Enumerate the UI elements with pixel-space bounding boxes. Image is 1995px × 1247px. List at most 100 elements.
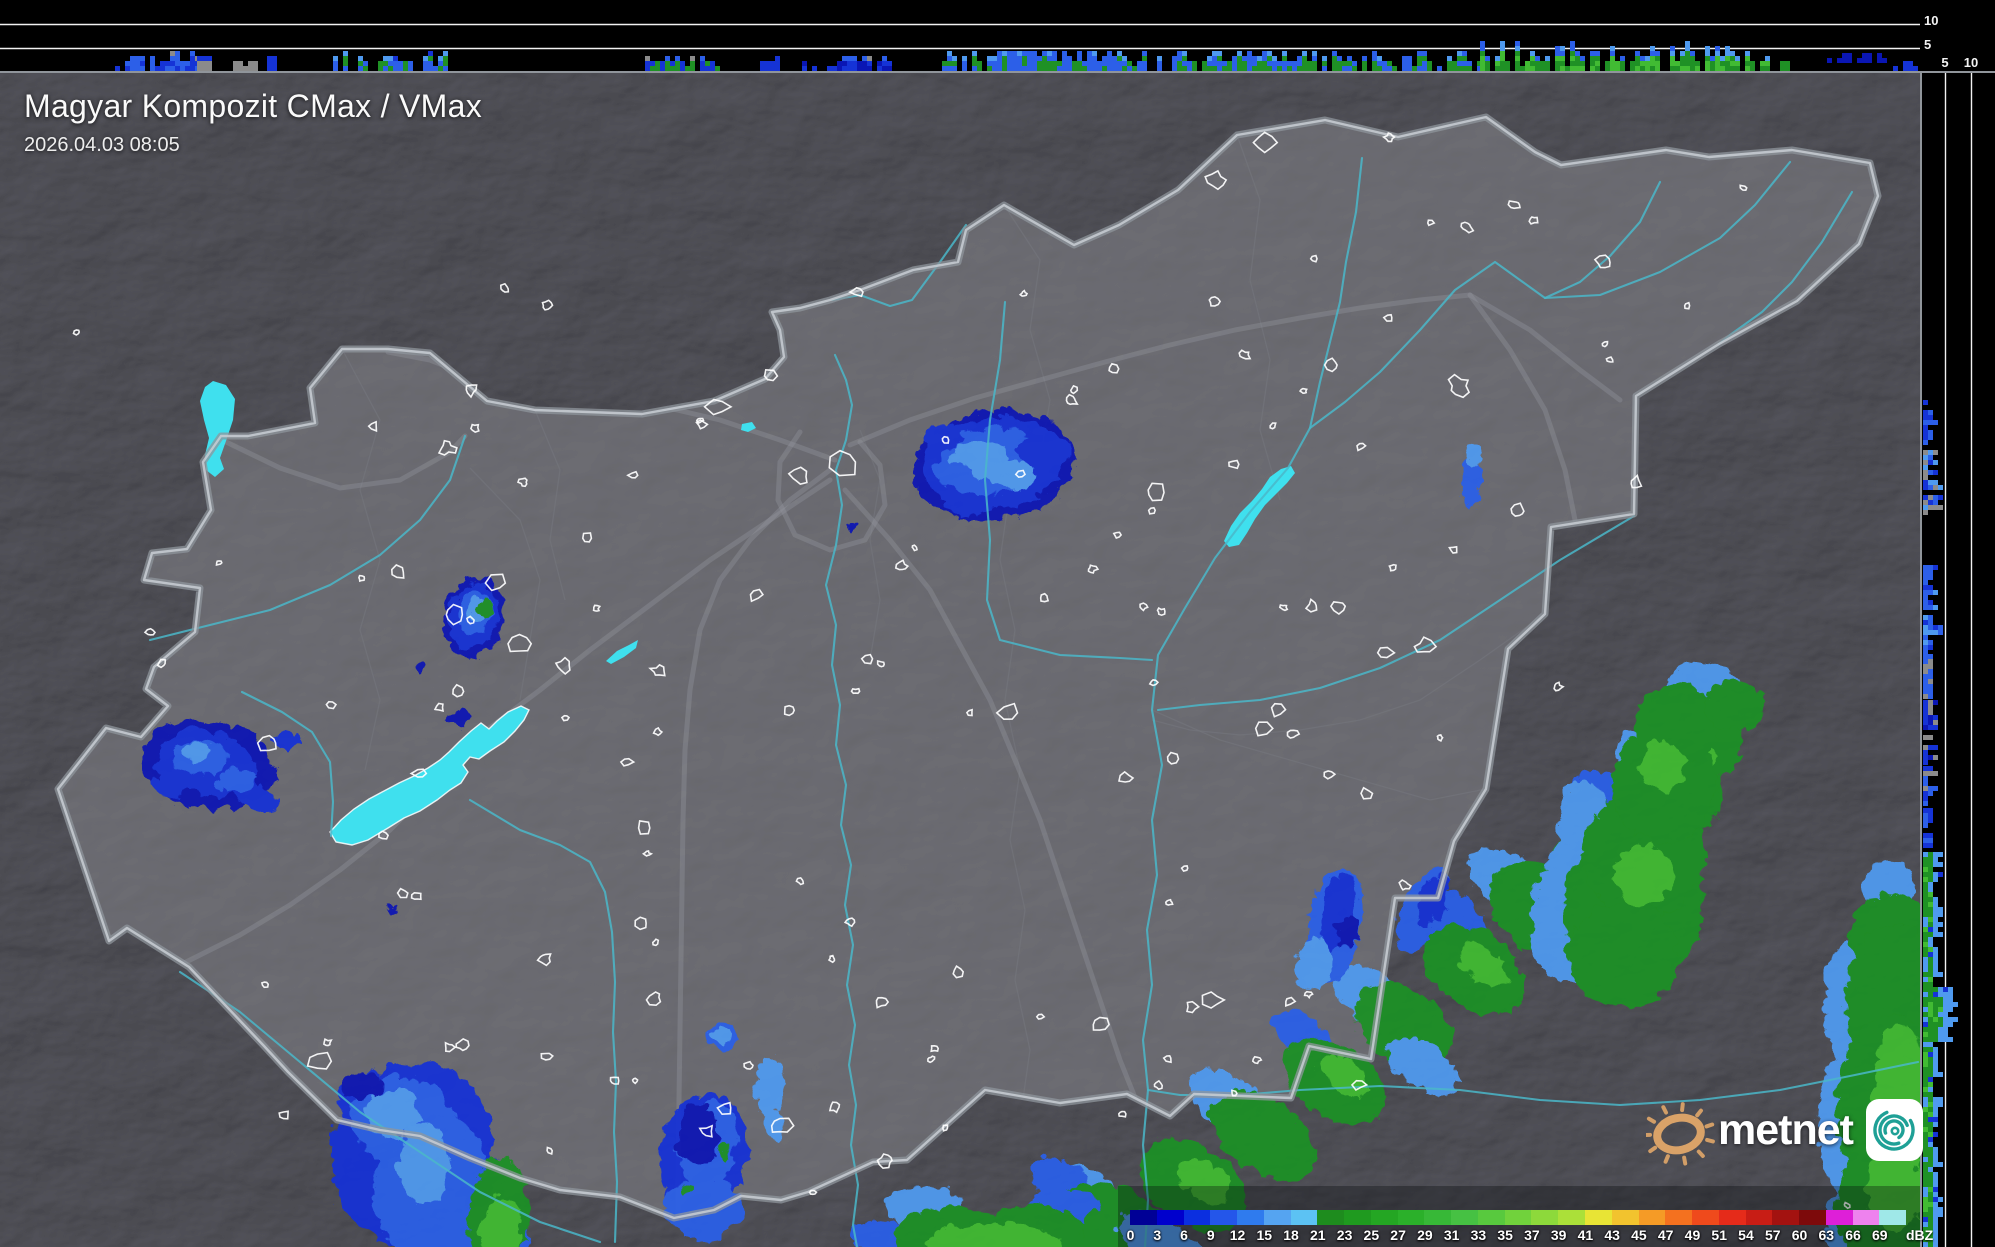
settlement-outline [1278, 604, 1289, 612]
settlement-outline [828, 449, 857, 477]
settlement-outline [1528, 216, 1539, 225]
motorway-m3 [847, 292, 1623, 448]
settlement-outline [546, 1146, 554, 1155]
settlement-outline [1350, 1079, 1369, 1092]
legend-label: 3 [1153, 1227, 1162, 1243]
legend-segment [1451, 1210, 1478, 1225]
settlement-outline [536, 953, 552, 967]
legend-label: 31 [1443, 1227, 1460, 1243]
settlement-outline [256, 734, 277, 752]
settlement-outline [1304, 598, 1318, 613]
legend-segment [1210, 1210, 1238, 1225]
settlement-outline [716, 1101, 732, 1116]
legend-label: 57 [1764, 1227, 1781, 1243]
legend-label: 39 [1550, 1227, 1567, 1243]
legend-segment [1183, 1210, 1211, 1225]
settlement-outline [323, 1038, 333, 1047]
metnet-sun-icon [1646, 1102, 1715, 1166]
right-profile-strip [1920, 73, 1995, 1247]
legend-label: 35 [1497, 1227, 1513, 1243]
legend-segment [1638, 1210, 1666, 1225]
settlement-outline [1356, 442, 1367, 452]
settlement-outline [1018, 289, 1029, 297]
legend-segment [1504, 1210, 1532, 1225]
legend-label: 21 [1310, 1227, 1326, 1243]
river-koros [1156, 514, 1636, 712]
settlement-outline [1092, 1016, 1110, 1031]
settlement-outline [1065, 393, 1079, 406]
settlement-outline [894, 559, 910, 571]
settlement-outline [651, 938, 660, 947]
settlement-outline [390, 564, 405, 579]
settlement-outline [1269, 422, 1277, 430]
settlement-outline [1139, 602, 1149, 612]
settlement-outline [1376, 646, 1396, 659]
settlement-outline [1108, 362, 1120, 374]
settlement-outline [410, 891, 422, 901]
settlement-outline [1426, 219, 1436, 227]
top-profile-axis-label: 10 [1924, 13, 1939, 28]
lake-balaton [329, 705, 530, 846]
right-profile-axis-label: 5 [1941, 55, 1949, 70]
settlement-outline [1204, 169, 1228, 191]
settlement-outline [787, 466, 808, 485]
metnet-logo: metnet [1646, 1094, 1925, 1166]
metnet-wordmark: metnet [1718, 1105, 1854, 1154]
settlement-outline [1238, 349, 1252, 360]
settlement-outline [634, 916, 647, 931]
settlement-outline [592, 604, 602, 612]
settlement-outline [876, 1153, 893, 1170]
legend-segment [1397, 1210, 1425, 1225]
legend-segment [1424, 1210, 1452, 1225]
settlement-outline [1436, 733, 1444, 742]
settlement-outline [1843, 1201, 1851, 1210]
river-tisza [1141, 160, 1792, 1247]
legend-label: 54 [1738, 1227, 1754, 1243]
settlement-outline [631, 1077, 639, 1085]
settlement-outline [325, 700, 338, 710]
legend-label: 43 [1604, 1227, 1620, 1243]
legend-label: 15 [1256, 1227, 1273, 1243]
legend-segment [1370, 1210, 1398, 1225]
settlement-outline [1117, 1110, 1127, 1118]
settlement-outline [1254, 721, 1274, 737]
legend-segment [1290, 1210, 1318, 1225]
legend-segment [1799, 1210, 1826, 1225]
settlement-outline [1605, 356, 1614, 363]
terrain-relief [0, 73, 1920, 1247]
settlement-outline [609, 1076, 620, 1085]
settlement-outline [1039, 592, 1050, 603]
settlement-outline [1251, 1055, 1263, 1065]
hungary-border [54, 113, 1882, 1222]
storm-se-spurs [1291, 862, 1448, 992]
settlement-outline [1303, 990, 1314, 1000]
legend-label: 60 [1791, 1227, 1808, 1243]
motorway-m35 [1467, 292, 1578, 523]
settlement-outline [1309, 254, 1318, 263]
settlement-outline [367, 420, 378, 433]
settlement-outline [1186, 1000, 1201, 1014]
settlement-outline [260, 981, 270, 989]
river-danube [824, 353, 860, 1247]
storm-w-cell [137, 716, 296, 808]
settlement-outline [1231, 1089, 1238, 1097]
settlement-outline [1156, 607, 1166, 617]
settlement-outline [396, 887, 409, 899]
settlement-outline [641, 850, 654, 857]
legend-label: 18 [1283, 1227, 1299, 1243]
settlement-outline [278, 1110, 289, 1120]
legend-segment [1825, 1210, 1853, 1225]
settlement-outline [1069, 384, 1079, 395]
legend-label: 37 [1524, 1227, 1540, 1243]
settlement-outline [965, 708, 973, 717]
legend-label: 23 [1336, 1227, 1353, 1243]
settlement-outline [1014, 469, 1026, 479]
settlement-outline [1087, 564, 1100, 574]
settlement-outline [484, 573, 507, 592]
legend-segment [1745, 1210, 1773, 1225]
settlement-outline [652, 726, 664, 737]
legend-segment [1611, 1210, 1639, 1225]
storm-green-core-cell [439, 574, 501, 654]
settlement-outline [808, 1189, 818, 1196]
settlement-outline [783, 704, 796, 717]
